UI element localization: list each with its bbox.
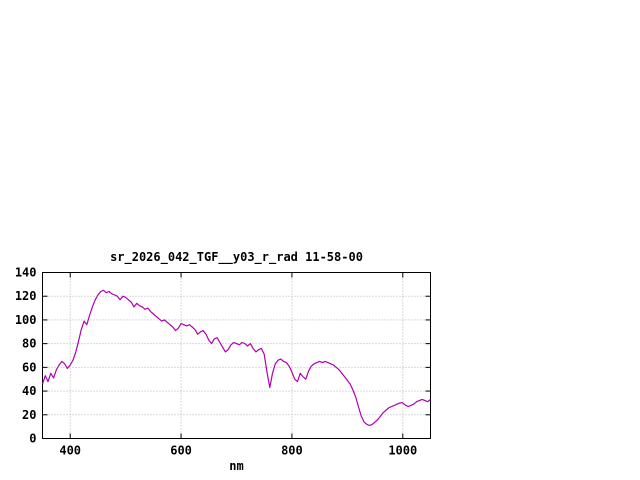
- svg-text:800: 800: [281, 444, 303, 458]
- chart-title: sr_2026_042_TGF__y03_r_rad 11-58-00: [110, 250, 363, 264]
- y-tick-labels: 0 20 40 60 80 100 120 140: [15, 266, 37, 446]
- svg-text:60: 60: [22, 360, 36, 374]
- x-axis-label: nm: [229, 459, 244, 473]
- svg-text:20: 20: [22, 408, 36, 422]
- svg-text:1000: 1000: [388, 444, 417, 458]
- spectrum-line: [41, 289, 431, 427]
- svg-text:120: 120: [15, 289, 37, 303]
- x-tick-labels: 400 600 800 1000: [59, 444, 417, 458]
- grid-lines: [42, 272, 431, 439]
- svg-text:0: 0: [29, 432, 36, 446]
- svg-text:100: 100: [15, 313, 37, 327]
- plot-border: [42, 272, 431, 439]
- svg-text:140: 140: [15, 266, 37, 280]
- svg-text:80: 80: [22, 337, 36, 351]
- svg-text:600: 600: [170, 444, 192, 458]
- svg-text:40: 40: [22, 384, 36, 398]
- svg-text:400: 400: [59, 444, 81, 458]
- axis-ticks: [42, 272, 431, 439]
